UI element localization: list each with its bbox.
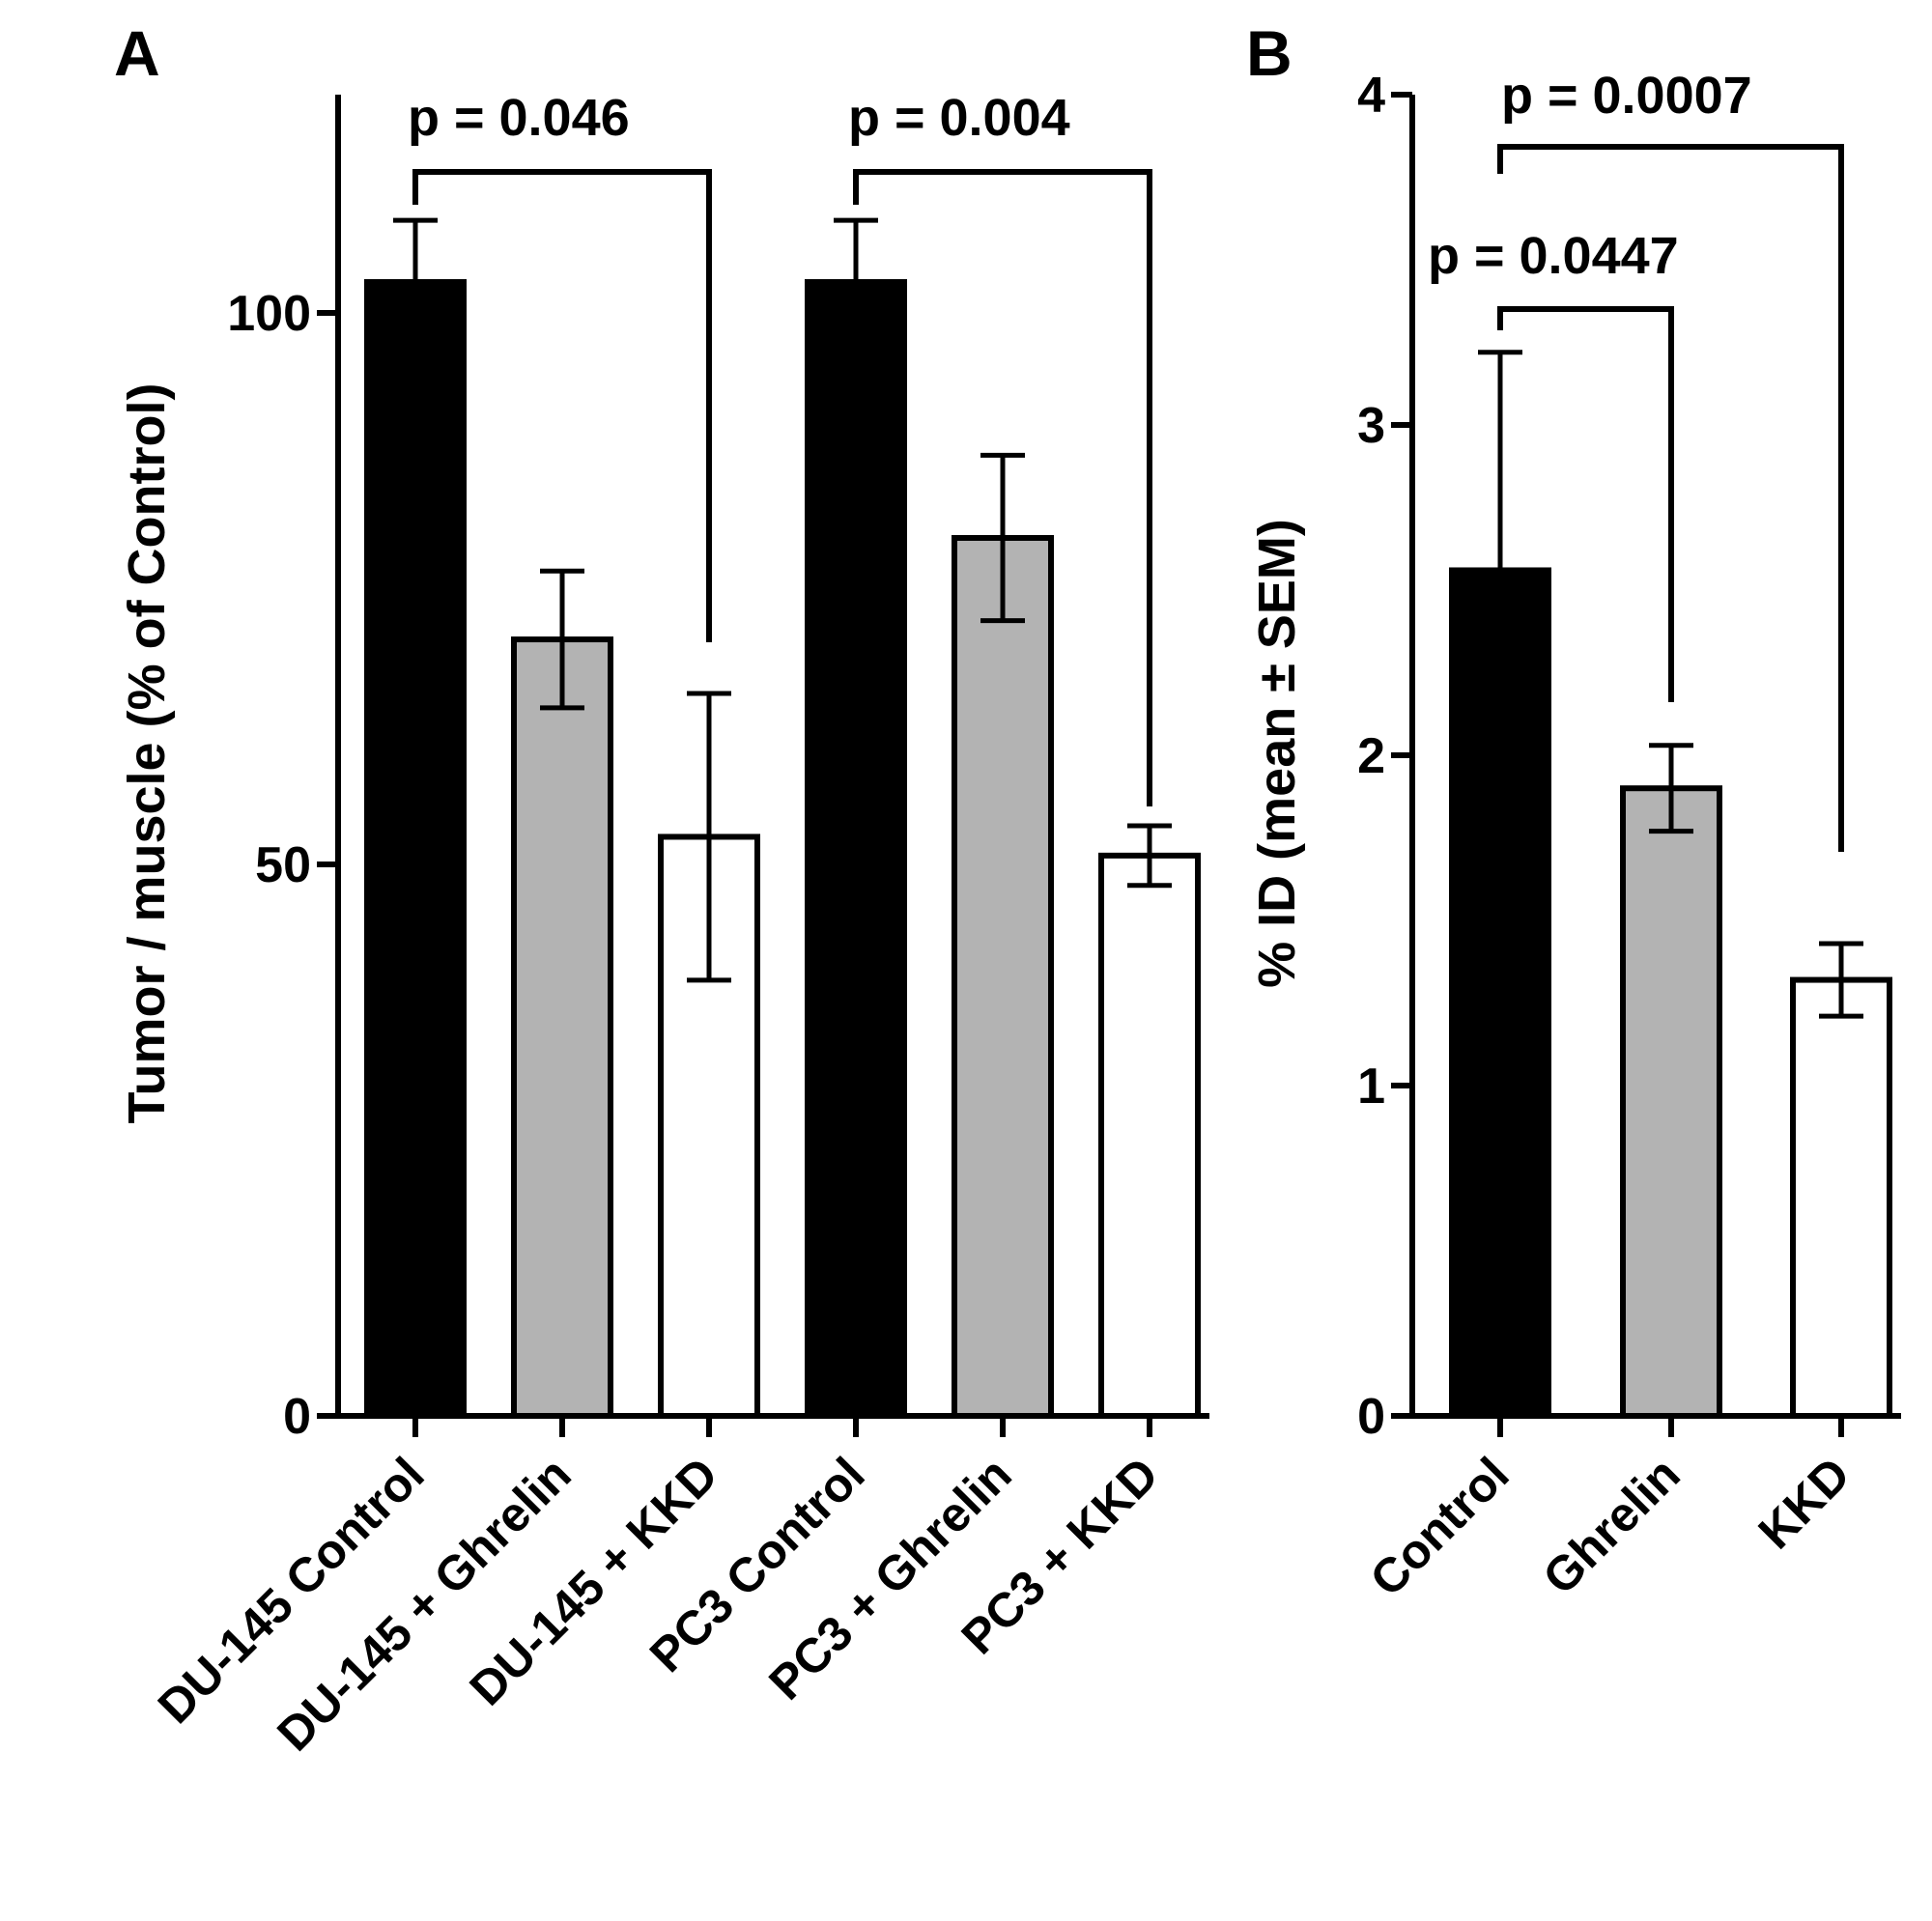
panel-b-x-label-control: Control xyxy=(1360,1447,1520,1606)
panel-b-letter: B xyxy=(1246,17,1293,89)
panel-a-significance-bracket xyxy=(853,169,1152,806)
panel-a-bar-pc3-ghrelin xyxy=(952,534,1054,1419)
panel-a-y-tick-label: 100 xyxy=(227,286,311,342)
panel-b-bar-kkd xyxy=(1790,976,1892,1419)
panel-b-y-tick-label: 4 xyxy=(1357,68,1385,124)
panel-a-significance-bracket xyxy=(412,169,712,642)
panel-b-p-value-label: p = 0.0007 xyxy=(1501,67,1752,125)
panel-a-y-tick-label: 0 xyxy=(283,1389,311,1445)
panel-a-p-value-label: p = 0.046 xyxy=(408,89,630,147)
panel-a-bar-du-145-control xyxy=(364,279,467,1419)
panel-a-bar-pc3-kkd xyxy=(1098,852,1201,1419)
panel-a-y-axis-title: Tumor / muscle (% of Control) xyxy=(118,383,176,1124)
panel-a-letter: A xyxy=(114,17,160,89)
panel-b-x-label-ghrelin: Ghrelin xyxy=(1532,1447,1690,1604)
panel-b-bar-ghrelin xyxy=(1620,785,1722,1419)
panel-b-significance-bracket xyxy=(1497,144,1844,852)
panel-a-bar-pc3-control xyxy=(805,279,907,1419)
panel-b-y-axis-title: % ID (mean ± SEM) xyxy=(1248,519,1306,988)
panel-b-p-value-label: p = 0.0447 xyxy=(1428,227,1679,285)
panel-a-p-value-label: p = 0.004 xyxy=(848,89,1070,147)
panel-b-y-tick-label: 0 xyxy=(1357,1389,1385,1445)
panel-b-x-label-kkd: KKD xyxy=(1748,1447,1861,1559)
panel-b-significance-bracket xyxy=(1497,306,1674,702)
panel-b-y-tick-label: 3 xyxy=(1357,398,1385,454)
panel-a-chart: A 0 50 100 Tumor / muscle (% of Control) DU-… xyxy=(114,17,1209,1762)
panel-a-x-label-du-145-kkd: DU-145 + KKD xyxy=(459,1447,727,1715)
panel-a-x-label-du-145-control: DU-145 Control xyxy=(148,1447,435,1734)
panel-b-y-tick-label: 1 xyxy=(1357,1059,1385,1115)
panel-a-bar-du-145-ghrelin xyxy=(511,636,613,1419)
panel-a-y-tick-label: 50 xyxy=(255,837,311,893)
panel-b-y-tick-label: 2 xyxy=(1357,728,1385,784)
panel-b-chart: B 0 1 2 3 4 % ID (mean ± SEM) Control Ghrelin KK… xyxy=(1246,17,1901,1606)
